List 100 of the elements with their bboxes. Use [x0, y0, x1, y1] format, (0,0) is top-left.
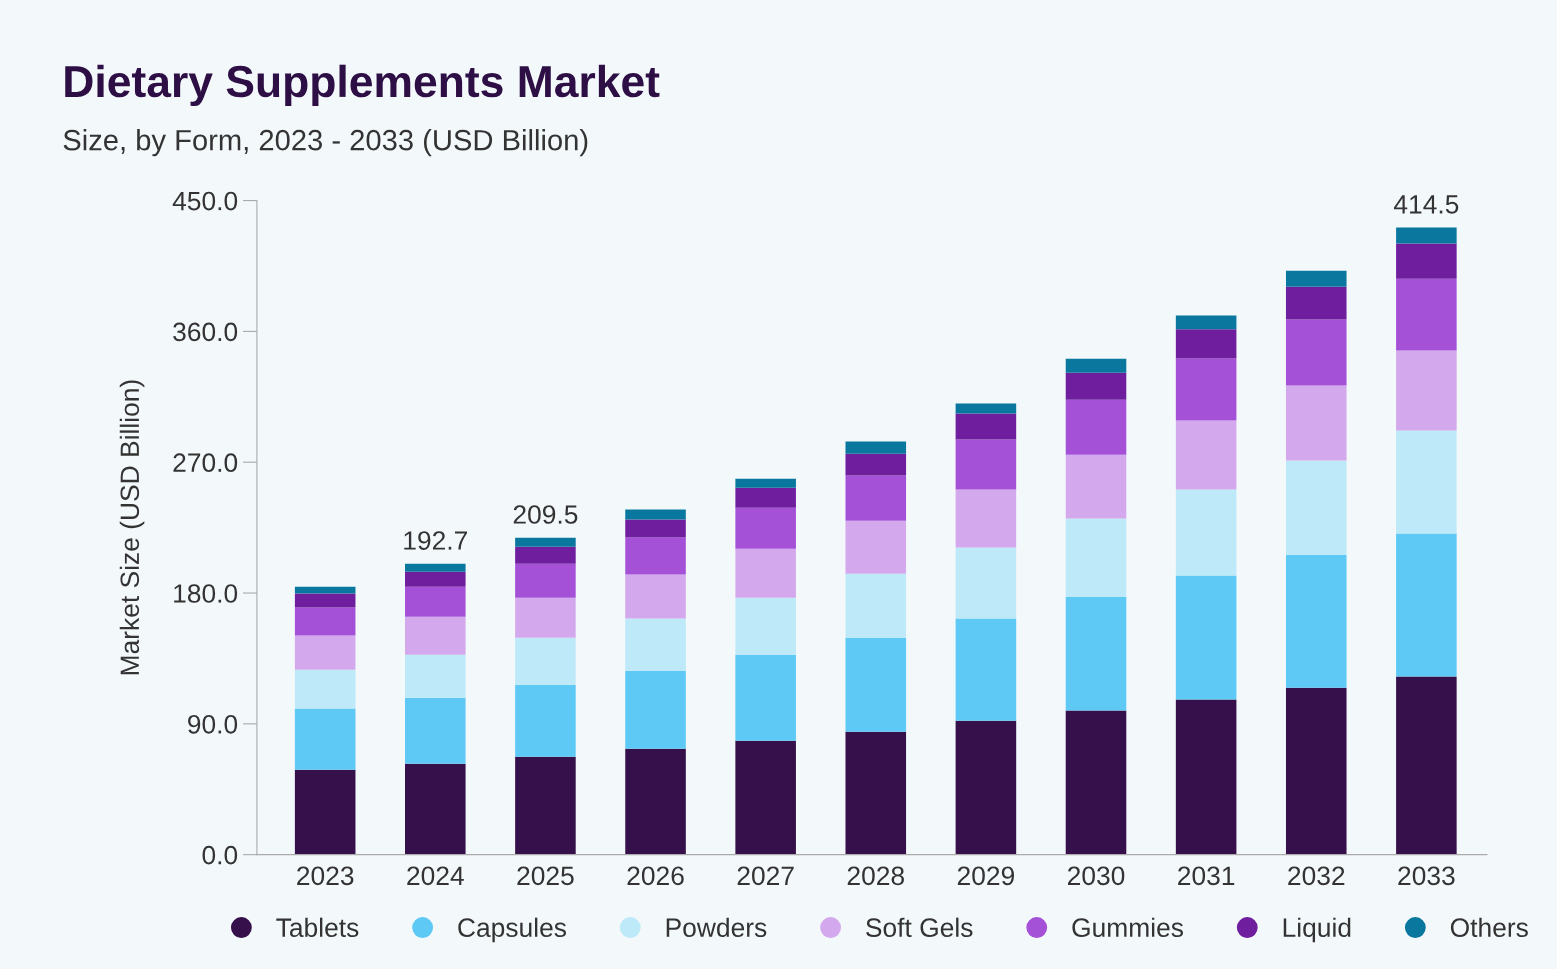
- annotation: 209.5: [513, 505, 578, 524]
- bar: [625, 519, 686, 538]
- legend-label: Soft Gels: [866, 917, 973, 938]
- y-tick-label: 360.0: [173, 322, 238, 342]
- legend-label: Powders: [666, 917, 767, 938]
- bar: [1175, 489, 1237, 576]
- bar: [1175, 699, 1237, 855]
- bar: [955, 489, 1017, 548]
- bar: [405, 697, 466, 764]
- bar: [1285, 554, 1347, 688]
- bar: [515, 597, 576, 638]
- legend-label: Tablets: [276, 917, 359, 938]
- bar: [955, 547, 1017, 619]
- bar: [845, 731, 907, 855]
- bar: [845, 453, 907, 476]
- bar: [294, 607, 356, 636]
- bar: [735, 478, 796, 488]
- x-tick-label: 2023: [297, 866, 354, 886]
- bar: [515, 637, 576, 685]
- bar: [515, 684, 576, 757]
- legend-label: Others: [1450, 917, 1528, 938]
- bar: [955, 413, 1017, 440]
- bar: [405, 763, 466, 855]
- bar: [294, 593, 356, 608]
- bar: [1396, 533, 1457, 677]
- bar: [1396, 227, 1457, 244]
- legend-label: Gummies: [1072, 917, 1183, 938]
- bar: [294, 769, 356, 855]
- bar: [515, 563, 576, 598]
- bar: [845, 475, 907, 521]
- y-tick-label: 180.0: [174, 584, 238, 603]
- bar: [845, 573, 907, 638]
- bar: [405, 616, 466, 655]
- bar: [625, 670, 686, 749]
- bar: [515, 756, 576, 855]
- bar: [625, 748, 686, 855]
- bar: [955, 439, 1017, 490]
- bar: [1175, 575, 1237, 700]
- x-tick-label: 2025: [517, 866, 574, 886]
- bar: [735, 597, 796, 655]
- y-tick-label: 0.0: [202, 845, 238, 865]
- x-tick-label: 2028: [847, 866, 904, 886]
- bar: [1065, 710, 1127, 855]
- bar: [294, 708, 356, 770]
- bar: [515, 537, 576, 547]
- x-tick-label: 2026: [627, 866, 684, 886]
- bar: [1285, 460, 1347, 555]
- bar: [294, 586, 356, 594]
- y-tick-label: 270.0: [173, 453, 238, 473]
- x-tick-label: 2033: [1398, 866, 1455, 886]
- chart-subtitle: Size, by Form, 2023 - 2033 (USD Billion): [63, 129, 588, 157]
- bar: [405, 654, 466, 698]
- bar: [1065, 372, 1127, 400]
- annotation: 414.5: [1393, 195, 1459, 214]
- bar: [1396, 430, 1457, 534]
- bar: [405, 563, 466, 572]
- bar: [1285, 270, 1347, 287]
- bar: [1396, 350, 1457, 431]
- bar: [735, 740, 796, 855]
- x-tick-label: 2024: [407, 866, 464, 886]
- legend-label: Capsules: [458, 917, 566, 943]
- bar: [294, 669, 356, 709]
- bar: [1065, 399, 1127, 455]
- y-tick-label: 450.0: [172, 191, 238, 211]
- x-tick-label: 2031: [1178, 866, 1235, 886]
- bar: [1065, 454, 1127, 519]
- bar: [625, 537, 686, 575]
- bar: [625, 574, 686, 619]
- y-axis-title: Market Size (USD Billion): [119, 380, 145, 675]
- bar: [405, 571, 466, 587]
- bar: [1285, 687, 1347, 855]
- bar: [515, 546, 576, 564]
- bar: [955, 720, 1017, 855]
- bar: [845, 637, 907, 732]
- bar: [955, 403, 1017, 414]
- legend-label: Liquid: [1283, 917, 1351, 943]
- bar: [1175, 420, 1237, 490]
- bar: [955, 618, 1017, 721]
- x-tick-label: 2030: [1067, 866, 1125, 886]
- bar: [1285, 319, 1347, 386]
- bar: [1065, 596, 1127, 711]
- annotation: 192.7: [404, 531, 467, 550]
- x-tick-label: 2032: [1288, 866, 1345, 886]
- bar: [1175, 358, 1237, 421]
- bar: [1175, 329, 1237, 359]
- bar: [1175, 315, 1237, 330]
- bar: [294, 635, 356, 670]
- bar: [1396, 243, 1457, 279]
- bar: [735, 487, 796, 508]
- bar: [625, 618, 686, 671]
- bar: [735, 548, 796, 598]
- bar: [735, 654, 796, 741]
- bar: [845, 441, 907, 454]
- x-tick-label: 2029: [957, 866, 1014, 886]
- bar: [1065, 358, 1127, 373]
- bar: [735, 507, 796, 549]
- x-tick-label: 2027: [737, 866, 794, 886]
- bar: [1396, 278, 1457, 351]
- bar: [1065, 518, 1127, 597]
- bar: [405, 586, 466, 617]
